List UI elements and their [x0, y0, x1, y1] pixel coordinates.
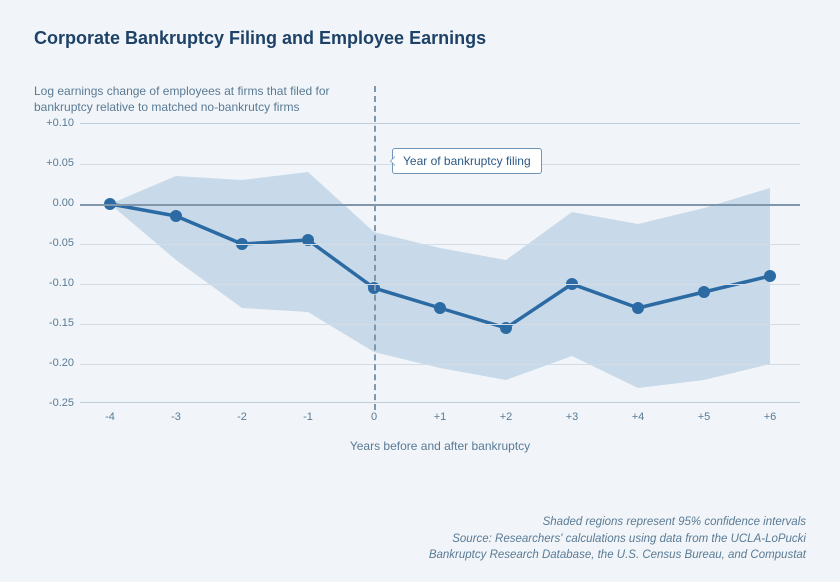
x-tick-label: -1: [303, 411, 313, 423]
data-point-marker: [632, 302, 644, 314]
y-tick-label: -0.05: [34, 237, 74, 249]
x-tick-label: +4: [632, 411, 645, 423]
chart-container: Corporate Bankruptcy Filing and Employee…: [0, 0, 840, 582]
grid-line: [80, 284, 800, 285]
data-point-marker: [170, 210, 182, 222]
chart-title: Corporate Bankruptcy Filing and Employee…: [34, 28, 806, 49]
subtitle-line-1: Log earnings change of employees at firm…: [34, 84, 330, 98]
x-tick-label: -4: [105, 411, 115, 423]
grid-line: [80, 364, 800, 365]
x-tick-label: +6: [764, 411, 777, 423]
x-tick-label: -3: [171, 411, 181, 423]
x-tick-label: +5: [698, 411, 711, 423]
x-tick-label: +1: [434, 411, 447, 423]
plot-area: Year of bankruptcy filing: [80, 123, 800, 403]
footnote-line-3: Bankruptcy Research Database, the U.S. C…: [429, 549, 806, 561]
x-axis-labels: -4 -3 -2 -1 0 +1 +2 +3 +4 +5 +6: [80, 411, 800, 431]
grid-line: [80, 324, 800, 325]
data-point-marker: [764, 270, 776, 282]
chart-subtitle: Log earnings change of employees at firm…: [34, 83, 806, 115]
grid-line: [80, 244, 800, 245]
footnote-line-1: Shaded regions represent 95% confidence …: [543, 516, 806, 528]
zero-grid-line: [80, 204, 800, 206]
chart-area: +0.10+0.050.00-0.05-0.10-0.15-0.20-0.25 …: [34, 123, 806, 433]
y-tick-label: 0.00: [34, 197, 74, 209]
y-tick-label: -0.10: [34, 277, 74, 289]
bankruptcy-year-callout: Year of bankruptcy filing: [392, 148, 542, 174]
x-axis-title: Years before and after bankruptcy: [80, 439, 800, 453]
x-tick-label: +3: [566, 411, 579, 423]
bankruptcy-year-line: [374, 86, 376, 410]
y-tick-label: +0.10: [34, 117, 74, 129]
data-point-marker: [434, 302, 446, 314]
footnote-line-2: Source: Researchers' calculations using …: [452, 533, 806, 545]
footnote: Shaded regions represent 95% confidence …: [429, 514, 806, 564]
subtitle-line-2: bankruptcy relative to matched no-bankru…: [34, 100, 299, 114]
y-tick-label: -0.25: [34, 397, 74, 409]
x-tick-label: +2: [500, 411, 513, 423]
y-tick-label: -0.20: [34, 357, 74, 369]
y-tick-label: +0.05: [34, 157, 74, 169]
x-tick-label: 0: [371, 411, 377, 423]
y-axis-labels: +0.10+0.050.00-0.05-0.10-0.15-0.20-0.25: [34, 123, 74, 403]
x-tick-label: -2: [237, 411, 247, 423]
y-tick-label: -0.15: [34, 317, 74, 329]
data-point-marker: [698, 286, 710, 298]
